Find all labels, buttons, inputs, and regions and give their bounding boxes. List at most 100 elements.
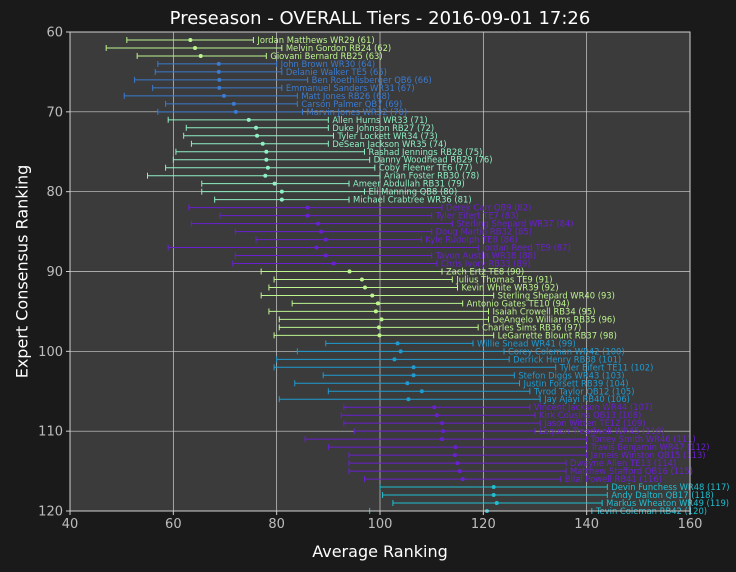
point-label: Chris Ivory RB33 (89) [441,259,531,269]
data-point [216,61,221,66]
data-point [188,37,193,42]
tier-7-group: Vincent Jackson WR44 (107)Kirk Cousins Q… [304,402,709,484]
y-tick-label: 100 [38,345,63,360]
data-point [392,357,397,362]
data-point [453,445,458,450]
point-label: Sterling Shepard WR37 (84) [456,219,573,229]
point-label: Andy Dalton QB17 (118) [611,490,713,500]
point-label: Jay Ajayi RB40 (106) [543,394,630,404]
data-point [305,213,310,218]
point-label: Tyler Lockett WR34 (73) [337,131,438,141]
point-label: Dwayne Allen TE13 (114) [570,458,676,468]
data-point [373,309,378,314]
point-label: Bilal Powell RB41 (116) [565,474,662,484]
data-point [260,141,265,146]
data-point [419,389,424,394]
point-label: Matt Jones RB26 (68) [301,91,390,101]
point-label: Torrey Smith WR46 (111) [590,434,696,444]
point-label: John Brown WR30 (64) [280,59,375,69]
x-tick-label: 120 [471,517,496,532]
data-point [375,301,380,306]
y-tick-label: 120 [38,505,63,520]
data-point [198,53,203,58]
data-point [395,341,400,346]
point-label: Michael Crabtree WR36 (81) [353,195,472,205]
point-label: Sterling Shepard WR40 (93) [498,290,615,300]
point-label: Rashad Jennings RB28 (75) [369,147,483,157]
data-point [279,189,284,194]
data-point [264,149,269,154]
y-axis-label: Expert Consensus Ranking [13,165,32,379]
point-label: Ben Roethlisberger QB6 (66) [312,75,432,85]
data-point [434,413,439,418]
data-point [231,101,236,106]
point-label: Coby Fleener TE6 (77) [379,163,473,173]
data-point [246,117,251,122]
data-point [406,397,411,402]
point-label: DeAngelo Williams RB35 (96) [493,314,616,324]
x-tick-label: 80 [268,517,285,532]
x-tick-label: 100 [368,517,393,532]
point-label: Markus Wheaton WR49 (119) [606,498,729,508]
data-point [217,85,222,90]
data-point [457,469,462,474]
y-tick-label: 60 [46,26,63,41]
data-point [221,93,226,98]
point-label: Isaiah Crowell RB34 (95) [493,306,596,316]
y-tick-label: 110 [38,425,63,440]
point-label: Antonio Gates TE10 (94) [467,298,570,308]
data-marks: Jordan Matthews WR29 (61)Melvin Gordon R… [105,35,730,516]
data-point [254,125,258,130]
point-label: Zach Ertz TE8 (90) [446,267,524,277]
point-label: Willie Snead WR41 (99) [477,338,576,348]
data-point [494,501,499,506]
point-label: Julius Thomas TE9 (91) [455,274,552,284]
point-label: Kirk Cousins QB13 (108) [539,410,641,420]
data-point [255,133,260,138]
point-label: Jordan Matthews WR29 (61) [256,35,374,45]
data-point [377,333,382,338]
data-point [432,405,437,410]
data-point [233,109,238,114]
tier-4-group: Derek Carr QB9 (82)Tyler Eifert TE7 (83)… [167,203,574,269]
tier-1-group: Jordan Matthews WR29 (61)Melvin Gordon R… [105,35,391,61]
data-point [272,181,277,186]
point-label: Giovani Bernard RB25 (63) [270,51,382,61]
data-point [323,237,328,242]
point-label: Allen Hurns WR33 (71) [332,115,427,125]
point-label: Tyrod Taylor QB12 (105) [533,386,635,396]
data-point [279,197,284,202]
point-label: Kevin White WR39 (92) [462,282,559,292]
y-tick-label: 80 [46,185,63,200]
data-point [376,325,381,330]
tier-3-group: Allen Hurns WR33 (71)Duke Johnson RB27 (… [147,115,492,205]
point-label: Stefon Diggs WR43 (103) [518,370,624,380]
point-label: Delanie Walker TE5 (65) [286,67,387,77]
point-label: Derek Carr QB9 (82) [446,203,531,213]
tier-5-group: Zach Ertz TE8 (90)Julius Thomas TE9 (91)… [260,267,617,340]
data-point [319,229,324,234]
point-label: Eli Manning QB8 (80) [369,187,458,197]
data-point [379,317,384,322]
point-label: Marvin Jones WR32 (70) [307,107,408,117]
data-point [347,269,352,274]
point-label: Carson Palmer QB7 (69) [301,99,402,109]
data-point [316,221,320,226]
point-label: Jameis Winston QB15 (113) [590,450,706,460]
point-label: Matthew Stafford QB16 (115) [570,466,693,476]
point-label: Emmanuel Sanders WR31 (67) [286,83,415,93]
data-point [460,477,465,482]
point-label: Tyler Eifert TE11 (102) [559,362,654,372]
data-point [314,245,319,250]
axis-ticks: 40 60 80 100 120 140 160 60 70 80 90 100 110 120 [38,26,702,533]
x-tick-label: 40 [62,517,79,532]
data-point [265,165,270,170]
x-axis-label: Average Ranking [312,542,448,561]
data-point [411,373,416,378]
data-point [411,365,416,370]
data-point [217,77,222,82]
point-label: Jason Witten TE12 (109) [543,418,645,428]
point-label: Devin Funchess WR48 (117) [611,482,729,492]
point-label: Vincent Jackson WR44 (107) [534,402,653,412]
